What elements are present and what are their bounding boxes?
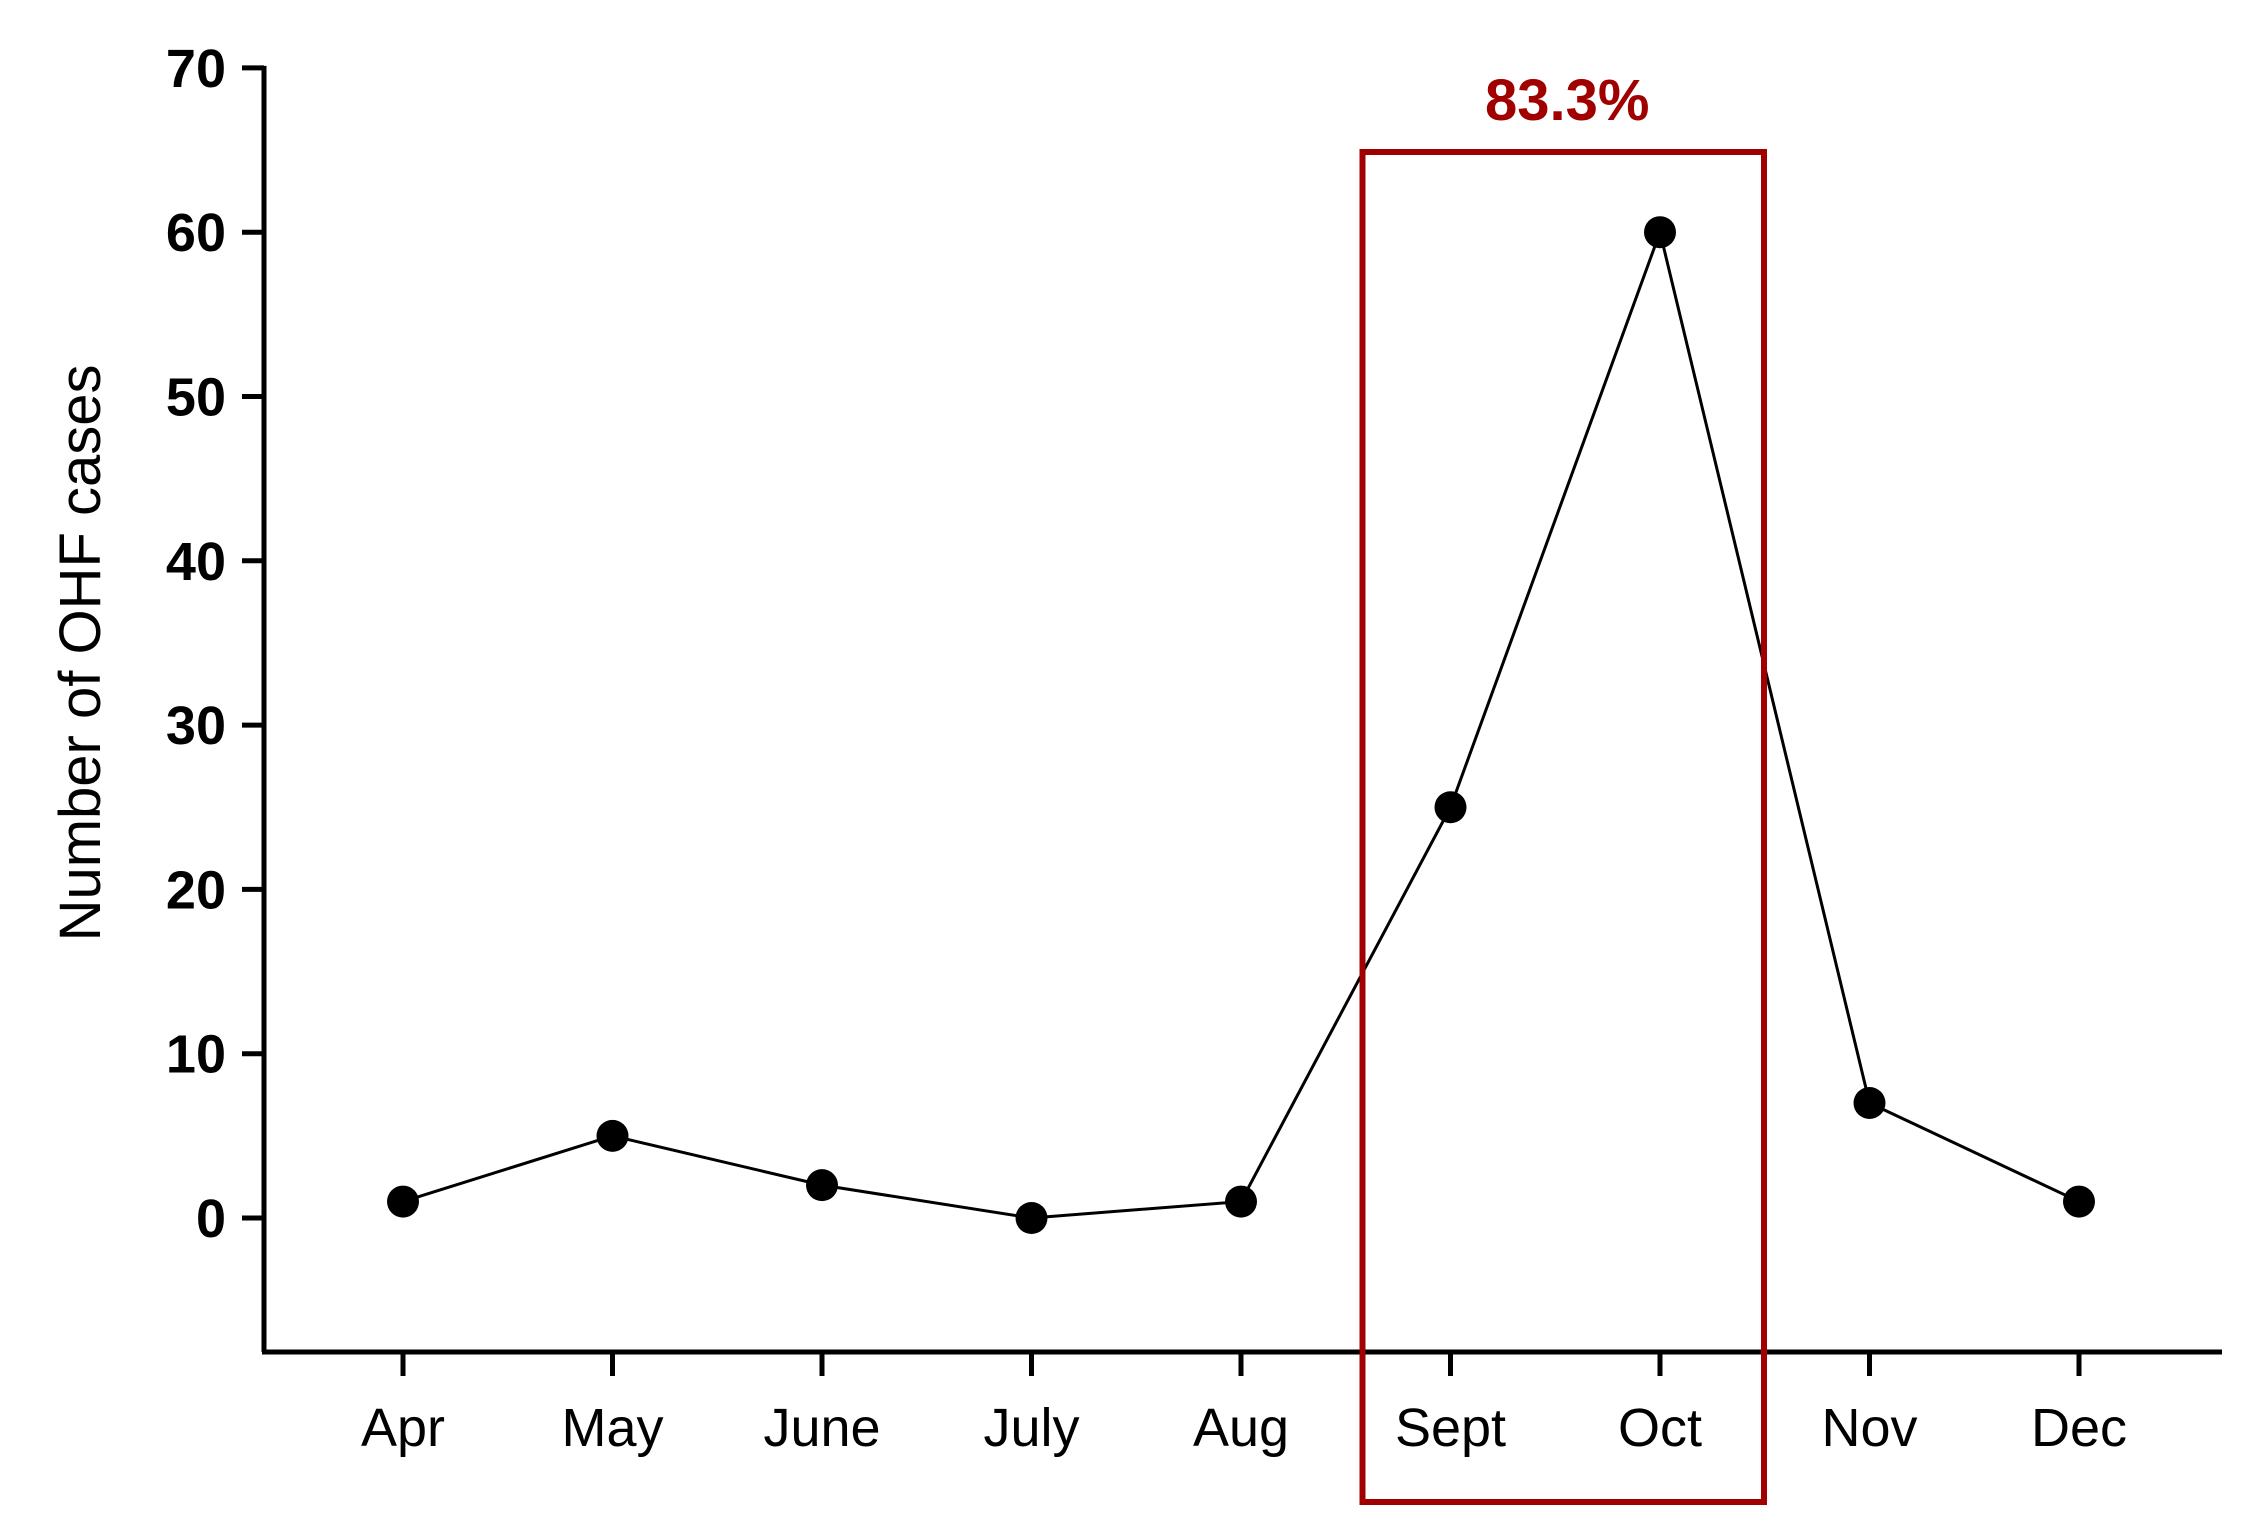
- x-tick-label-aug: Aug: [1193, 1398, 1289, 1458]
- y-tick-label-20: 20: [166, 860, 226, 920]
- x-tick-label-dec: Dec: [2031, 1398, 2127, 1458]
- y-tick-label-60: 60: [166, 203, 226, 263]
- data-point-june: [806, 1169, 838, 1202]
- y-tick-label-40: 40: [166, 532, 226, 592]
- x-tick-label-june: June: [763, 1398, 880, 1458]
- x-tick-label-nov: Nov: [1821, 1398, 1917, 1458]
- y-tick-label-0: 0: [196, 1189, 226, 1249]
- series-line: [402, 227, 2080, 1220]
- highlight-percentage-label: 83.3%: [1485, 68, 1649, 133]
- series-ohf-cases: [387, 216, 2095, 1234]
- y-tick-label-50: 50: [166, 368, 226, 428]
- data-point-aug: [1225, 1185, 1257, 1218]
- data-point-apr: [387, 1185, 419, 1218]
- x-tick-label-apr: Apr: [361, 1398, 445, 1458]
- y-axis-title: Number of OHF cases: [48, 364, 113, 941]
- data-point-nov: [1853, 1086, 1886, 1119]
- x-tick-label-may: May: [561, 1398, 663, 1458]
- data-point-dec: [2063, 1185, 2095, 1218]
- highlight-box: [1359, 149, 1767, 1505]
- data-point-sept: [1434, 791, 1467, 824]
- y-tick-label-70: 70: [166, 39, 226, 99]
- y-tick-label-30: 30: [166, 696, 226, 756]
- highlight-annotation: 83.3%: [1359, 68, 1767, 1505]
- axes: 0 10 20 30 40 50 60 70 Apr May June July Aug Sept Oct N…: [166, 39, 2222, 1458]
- data-point-oct: [1644, 216, 1676, 249]
- x-tick-label-oct: Oct: [1618, 1398, 1702, 1458]
- data-point-july: [1015, 1202, 1048, 1234]
- y-tick-label-10: 10: [166, 1025, 226, 1085]
- x-tick-label-july: July: [983, 1398, 1079, 1458]
- data-point-may: [596, 1119, 629, 1152]
- x-tick-label-sept: Sept: [1395, 1398, 1506, 1458]
